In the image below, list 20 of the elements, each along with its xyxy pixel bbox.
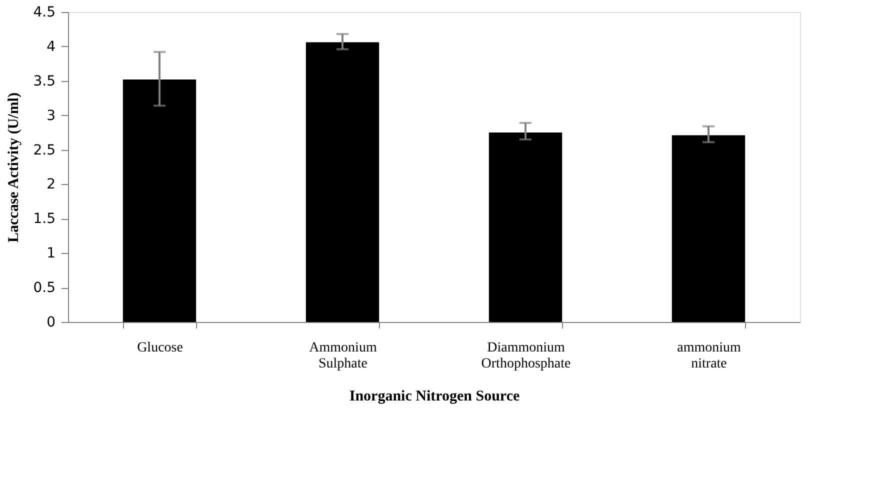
bar: [122, 80, 196, 322]
y-tick-label: 3: [46, 108, 56, 124]
y-tick-label: 1: [46, 246, 56, 262]
bar: [488, 132, 562, 322]
x-tick-label: Diammonium Orthophosphate: [481, 340, 571, 372]
y-tick-label: 1.5: [33, 211, 56, 228]
y-tick-label: 2.5: [33, 142, 56, 158]
y-tick-label: 4.5: [33, 4, 56, 20]
x-tick-label: Glucose: [137, 340, 183, 356]
x-axis-title: Inorganic Nitrogen Source: [349, 388, 520, 404]
y-tick-label: 0: [46, 314, 56, 330]
bar: [672, 135, 746, 322]
x-tick-label: ammonium nitrate: [677, 340, 741, 372]
y-tick-label: 0.5: [33, 280, 56, 296]
y-tick-label: 3.5: [33, 73, 56, 90]
y-tick-label: 4: [46, 38, 56, 55]
x-tick-label: Ammonium Sulphate: [309, 340, 377, 372]
bar: [306, 42, 380, 322]
y-tick-label: 2: [46, 176, 56, 193]
y-axis-title: Laccase Activity (U/ml): [6, 92, 22, 242]
